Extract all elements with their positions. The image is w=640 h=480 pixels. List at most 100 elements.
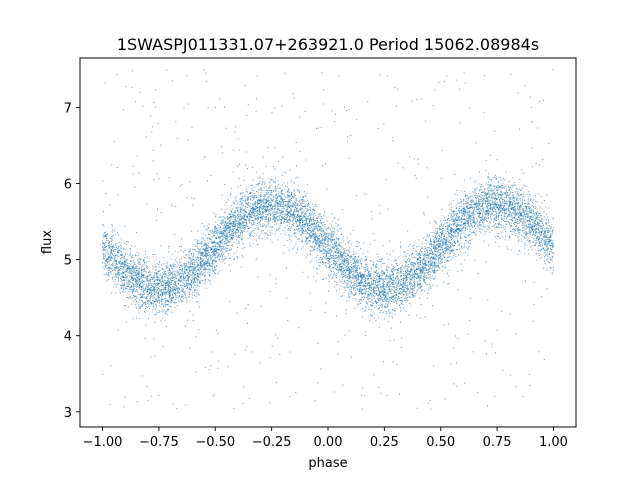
data-point [432,284,434,286]
data-point [357,304,359,306]
data-point [494,204,496,206]
data-point [464,191,466,193]
data-point [197,261,199,263]
data-point [237,225,239,227]
data-point [510,225,512,227]
data-point [320,227,322,229]
data-point [157,286,159,288]
data-point [521,230,523,232]
data-point [165,290,167,292]
data-point [239,223,241,225]
data-point [471,212,473,214]
data-point [382,281,384,283]
data-point [178,296,180,298]
data-point [118,233,120,235]
data-point [242,256,244,258]
data-point [288,228,290,230]
data-point [435,230,437,232]
data-point [469,216,471,218]
data-point [143,291,145,293]
data-point [343,269,345,271]
data-point [403,266,405,268]
data-point [144,277,146,279]
data-point [382,273,384,275]
data-point [485,170,487,172]
data-point [272,215,274,217]
data-point [484,231,486,233]
data-point [377,299,379,301]
data-point [123,255,125,257]
data-point [244,224,246,226]
data-point [423,270,425,272]
data-point [217,254,219,256]
data-point [168,270,170,272]
data-point [319,228,321,230]
data-point [427,264,429,266]
data-point [409,259,411,261]
data-point [548,238,550,240]
data-point [544,232,546,234]
data-point [330,236,332,238]
data-point [355,246,357,248]
data-point [359,292,361,294]
data-point [284,226,286,228]
data-point [294,206,296,208]
data-point [523,227,525,229]
data-point [214,253,216,255]
data-point [276,203,278,205]
data-point [509,223,511,225]
data-point [520,194,522,196]
data-point [481,207,483,209]
data-point [354,269,356,271]
data-point [314,237,316,239]
data-point [238,230,240,232]
data-point [193,268,194,270]
data-point [528,233,530,235]
data-point [312,250,314,252]
data-point [206,238,208,240]
data-point [524,215,526,217]
data-point [484,226,486,228]
data-point [137,272,139,274]
data-point [230,217,232,219]
data-point [222,233,224,235]
data-point [309,240,311,242]
data-point [340,241,342,243]
data-point [372,289,374,291]
data-point [110,258,112,260]
data-point [291,193,293,195]
data-point [460,219,462,221]
data-point [496,201,498,203]
data-point [138,269,140,271]
data-point [384,306,386,308]
data-point [224,255,226,257]
data-point [476,211,477,213]
data-point [337,252,339,254]
data-point [207,245,209,247]
data-point [187,284,189,286]
data-point [329,234,331,236]
data-point [109,256,111,258]
data-point [491,189,493,191]
data-point [181,294,183,296]
data-point [224,226,226,228]
data-point [204,271,206,273]
data-point [545,228,547,230]
data-point [325,256,327,258]
data-point [133,268,135,270]
data-point [257,236,259,238]
data-point [316,241,318,243]
data-point [498,193,500,195]
data-point [214,241,216,243]
data-point [227,231,229,233]
data-point [300,219,302,221]
data-point [131,265,133,267]
data-point [233,213,235,215]
data-point [274,205,276,207]
data-point [528,217,530,219]
data-point [109,245,111,247]
data-point [235,207,237,209]
data-point [247,199,249,201]
data-point [464,225,466,227]
data-point [150,288,152,290]
